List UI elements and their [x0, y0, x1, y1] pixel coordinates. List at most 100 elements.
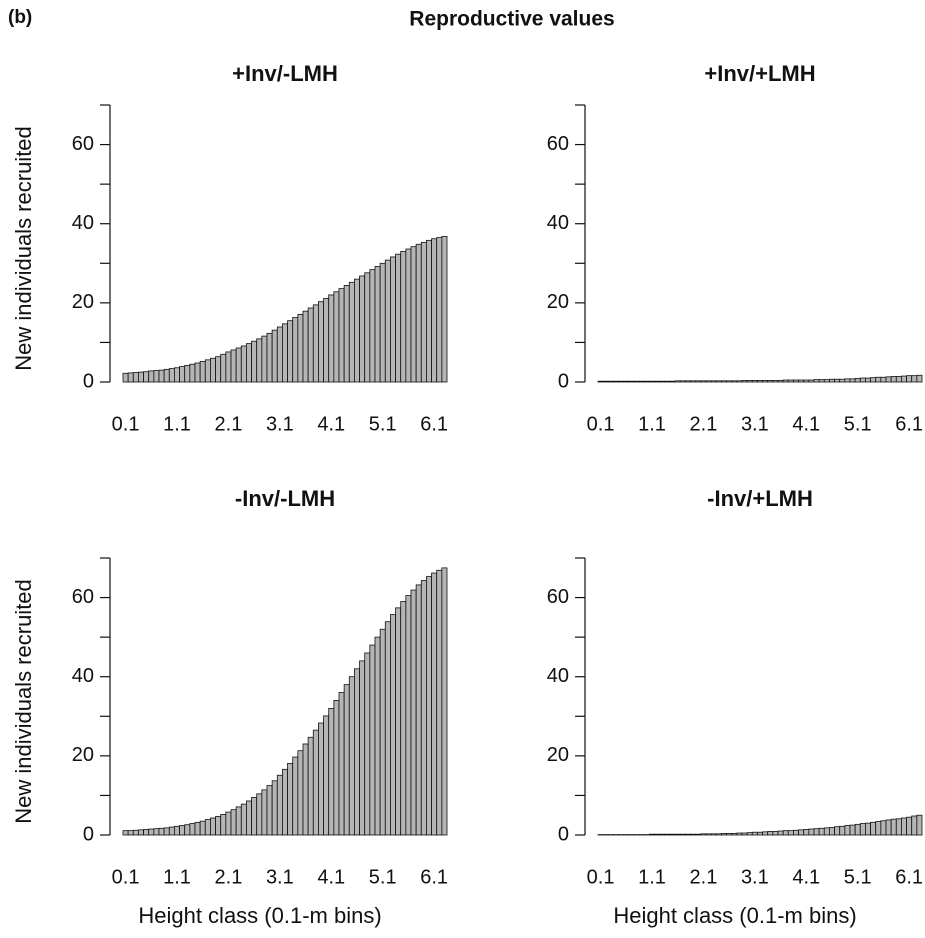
bar	[390, 614, 396, 836]
bar	[436, 237, 443, 383]
bar	[751, 831, 758, 836]
bar	[757, 831, 763, 836]
bar	[854, 823, 861, 836]
bar	[721, 380, 727, 383]
bar	[138, 371, 144, 383]
bar	[741, 832, 748, 836]
bar	[813, 828, 820, 836]
panel-title: -Inv/-LMH	[235, 486, 335, 511]
bar	[266, 332, 273, 383]
bar	[901, 817, 907, 836]
bar	[849, 378, 856, 383]
bar	[138, 829, 144, 836]
bar	[736, 832, 743, 836]
bar	[870, 821, 877, 836]
bar	[695, 833, 702, 836]
bar	[240, 345, 247, 383]
bar	[654, 380, 661, 383]
x-tick-label: 6.1	[895, 413, 923, 435]
bar	[787, 379, 794, 383]
bar	[282, 768, 288, 836]
x-tick-label: 5.1	[844, 413, 872, 435]
y-axis-label: New individuals recruited	[11, 126, 36, 371]
bar	[194, 362, 201, 383]
bar	[302, 310, 309, 383]
bar	[679, 833, 686, 836]
bar	[751, 380, 758, 383]
bar	[374, 266, 381, 383]
bar	[426, 576, 432, 836]
y-tick-label: 20	[547, 744, 569, 766]
x-tick-label: 2.1	[690, 866, 718, 888]
bar	[793, 379, 799, 383]
bar	[343, 684, 350, 836]
bar	[354, 278, 360, 383]
x-tick-label: 3.1	[266, 413, 294, 435]
bar	[220, 353, 227, 383]
bar	[199, 820, 206, 836]
bar	[700, 833, 707, 836]
bar	[441, 567, 448, 836]
bar	[235, 347, 242, 383]
bar	[225, 811, 232, 836]
bar	[271, 780, 278, 836]
bar	[762, 831, 769, 836]
bar	[906, 375, 913, 383]
bar	[204, 359, 211, 383]
bar	[803, 829, 810, 836]
bar	[287, 762, 294, 836]
x-tick-label: 2.1	[215, 413, 243, 435]
bar	[384, 259, 391, 383]
bar	[143, 371, 150, 383]
x-tick-label: 5.1	[369, 413, 397, 435]
bar	[420, 580, 427, 836]
bar	[890, 818, 897, 836]
bar	[343, 285, 350, 383]
bar	[312, 304, 319, 383]
bar	[736, 380, 743, 383]
bar	[210, 357, 216, 383]
bar	[431, 572, 438, 836]
bar	[865, 822, 871, 836]
x-tick-label: 3.1	[741, 866, 769, 888]
bar	[168, 368, 175, 383]
bar	[148, 828, 155, 836]
bar	[839, 825, 846, 836]
bar	[839, 378, 846, 383]
bar	[649, 833, 655, 836]
bar	[664, 833, 671, 836]
bar	[808, 379, 815, 383]
bar	[607, 380, 614, 383]
bar	[174, 825, 180, 836]
x-tick-label: 5.1	[369, 866, 397, 888]
bar	[628, 380, 635, 383]
bar	[823, 379, 830, 383]
bar	[179, 825, 186, 836]
bar	[772, 831, 779, 836]
bar	[602, 380, 609, 383]
y-tick-label: 20	[72, 744, 94, 766]
x-tick-label: 2.1	[215, 866, 243, 888]
x-tick-label: 4.1	[792, 413, 820, 435]
bar	[256, 338, 263, 383]
bar	[328, 707, 335, 836]
bar	[395, 607, 402, 836]
y-tick-label: 40	[547, 665, 569, 687]
y-tick-label: 20	[547, 291, 569, 313]
bar	[174, 367, 180, 383]
bar	[122, 372, 129, 383]
bar	[890, 376, 897, 383]
bar	[854, 378, 861, 383]
bar	[787, 830, 794, 836]
y-axis-label: New individuals recruited	[11, 579, 36, 824]
bar	[613, 380, 619, 383]
bar	[798, 829, 805, 836]
y-tick-label: 20	[72, 291, 94, 313]
bar	[705, 380, 712, 383]
bar	[685, 380, 691, 383]
bar	[204, 819, 211, 836]
bar	[132, 829, 139, 836]
y-tick-label: 0	[558, 370, 569, 392]
bar	[405, 595, 412, 836]
bar	[410, 589, 417, 836]
